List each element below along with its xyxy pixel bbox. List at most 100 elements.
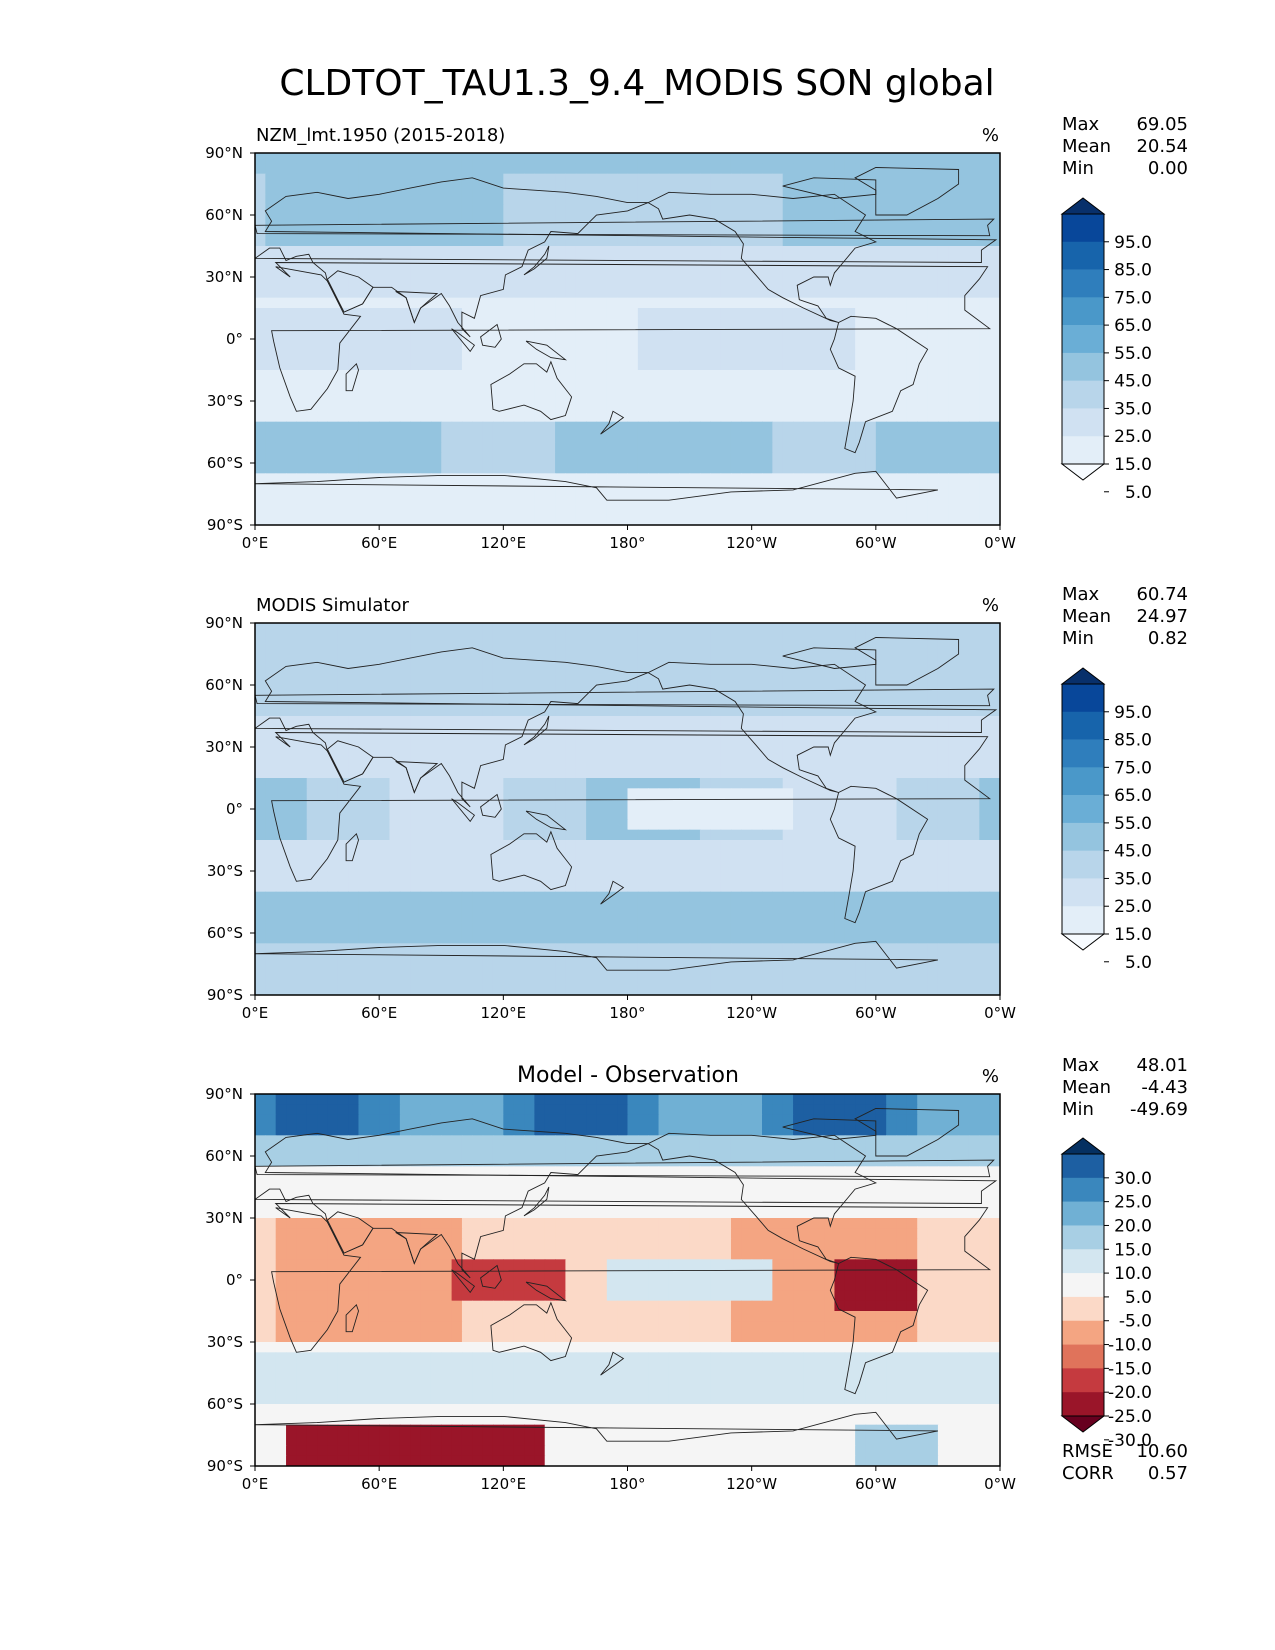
- field-cell: [637, 747, 649, 758]
- field-cell: [679, 881, 691, 893]
- field-cell: [368, 184, 380, 195]
- field-cell: [762, 726, 773, 738]
- field-cell: [979, 380, 991, 392]
- field-cell: [668, 829, 680, 841]
- field-cell: [586, 747, 598, 758]
- field-cell: [886, 871, 898, 882]
- field-cell: [368, 819, 380, 831]
- field-cell: [327, 204, 339, 216]
- field-cell: [420, 788, 432, 800]
- field-cell: [658, 850, 670, 862]
- field-cell: [730, 819, 742, 831]
- field-cell: [689, 432, 701, 443]
- field-cell: [699, 494, 711, 505]
- field-cell: [586, 933, 598, 944]
- field-cell: [286, 225, 297, 237]
- field-cell: [492, 674, 504, 686]
- field-cell: [730, 850, 742, 862]
- field-cell: [855, 912, 867, 924]
- field-cell: [793, 922, 805, 934]
- field-cell: [606, 767, 618, 779]
- field-cell: [296, 483, 308, 495]
- field-cell: [793, 798, 805, 810]
- field-cell: [979, 747, 991, 758]
- field-cell: [855, 654, 867, 665]
- field-cell: [689, 411, 701, 423]
- field-cell: [461, 370, 473, 381]
- field-cell: [327, 370, 339, 381]
- field-cell: [793, 747, 805, 758]
- field-cell: [358, 370, 370, 381]
- field-cell: [389, 483, 401, 495]
- field-cell: [430, 829, 442, 841]
- field-cell: [730, 318, 742, 330]
- field-cell: [306, 716, 318, 727]
- field-cell: [637, 173, 649, 185]
- field-cell: [968, 902, 980, 913]
- field-cell: [875, 829, 887, 841]
- field-cell: [668, 390, 680, 402]
- field-cell: [368, 442, 380, 454]
- field-cell: [948, 297, 960, 309]
- field-cell: [927, 654, 939, 665]
- field-cell: [668, 747, 680, 758]
- field-cell: [255, 757, 266, 769]
- field-cell: [451, 163, 463, 175]
- field-cell: [730, 871, 742, 882]
- field-cell: [855, 452, 867, 464]
- field-cell: [255, 246, 266, 257]
- field-cell: [534, 401, 546, 412]
- field-cell: [575, 778, 587, 789]
- field-cell: [958, 705, 970, 717]
- field-cell: [648, 716, 660, 727]
- field-cell: [348, 788, 360, 800]
- field-cell: [503, 483, 515, 495]
- field-cell: [720, 483, 732, 495]
- field-cell: [379, 933, 391, 944]
- field-cell: [265, 850, 277, 862]
- field-cell: [627, 194, 639, 206]
- field-cell: [617, 349, 629, 361]
- field-cell: [389, 411, 401, 423]
- field-cell: [368, 225, 380, 237]
- field-cell: [420, 881, 432, 893]
- field-cell: [865, 891, 877, 903]
- field-cell: [937, 933, 949, 944]
- field-cell: [803, 339, 815, 350]
- field-cell: [658, 809, 670, 820]
- field-cell: [937, 504, 949, 516]
- field-cell: [255, 809, 266, 820]
- field-cell: [927, 277, 939, 288]
- field-cell: [368, 359, 380, 371]
- field-cell: [399, 452, 411, 464]
- field-cell: [637, 891, 649, 903]
- field-cell: [813, 633, 825, 645]
- field-cell: [461, 401, 473, 412]
- field-cell: [989, 891, 1000, 903]
- field-cell: [906, 747, 918, 758]
- field-cell: [513, 705, 525, 717]
- field-cell: [337, 318, 349, 330]
- field-cell: [803, 881, 815, 893]
- field-cell: [730, 757, 742, 769]
- field-cell: [762, 819, 773, 831]
- field-cell: [461, 246, 473, 257]
- field-cell: [637, 308, 649, 319]
- field-cell: [762, 359, 773, 371]
- field-cell: [544, 442, 556, 454]
- field-cell: [741, 349, 753, 361]
- field-cell: [534, 349, 546, 361]
- field-cell: [958, 504, 970, 516]
- field-cell: [979, 173, 991, 185]
- field-cell: [524, 246, 535, 257]
- field-cell: [989, 840, 1000, 851]
- field-cell: [513, 287, 525, 299]
- field-cell: [968, 153, 980, 164]
- field-cell: [668, 623, 680, 634]
- field-cell: [596, 184, 608, 195]
- field-cell: [337, 287, 349, 299]
- field-cell: [575, 390, 587, 402]
- field-cell: [968, 225, 980, 237]
- field-cell: [596, 153, 608, 164]
- field-cell: [430, 266, 442, 278]
